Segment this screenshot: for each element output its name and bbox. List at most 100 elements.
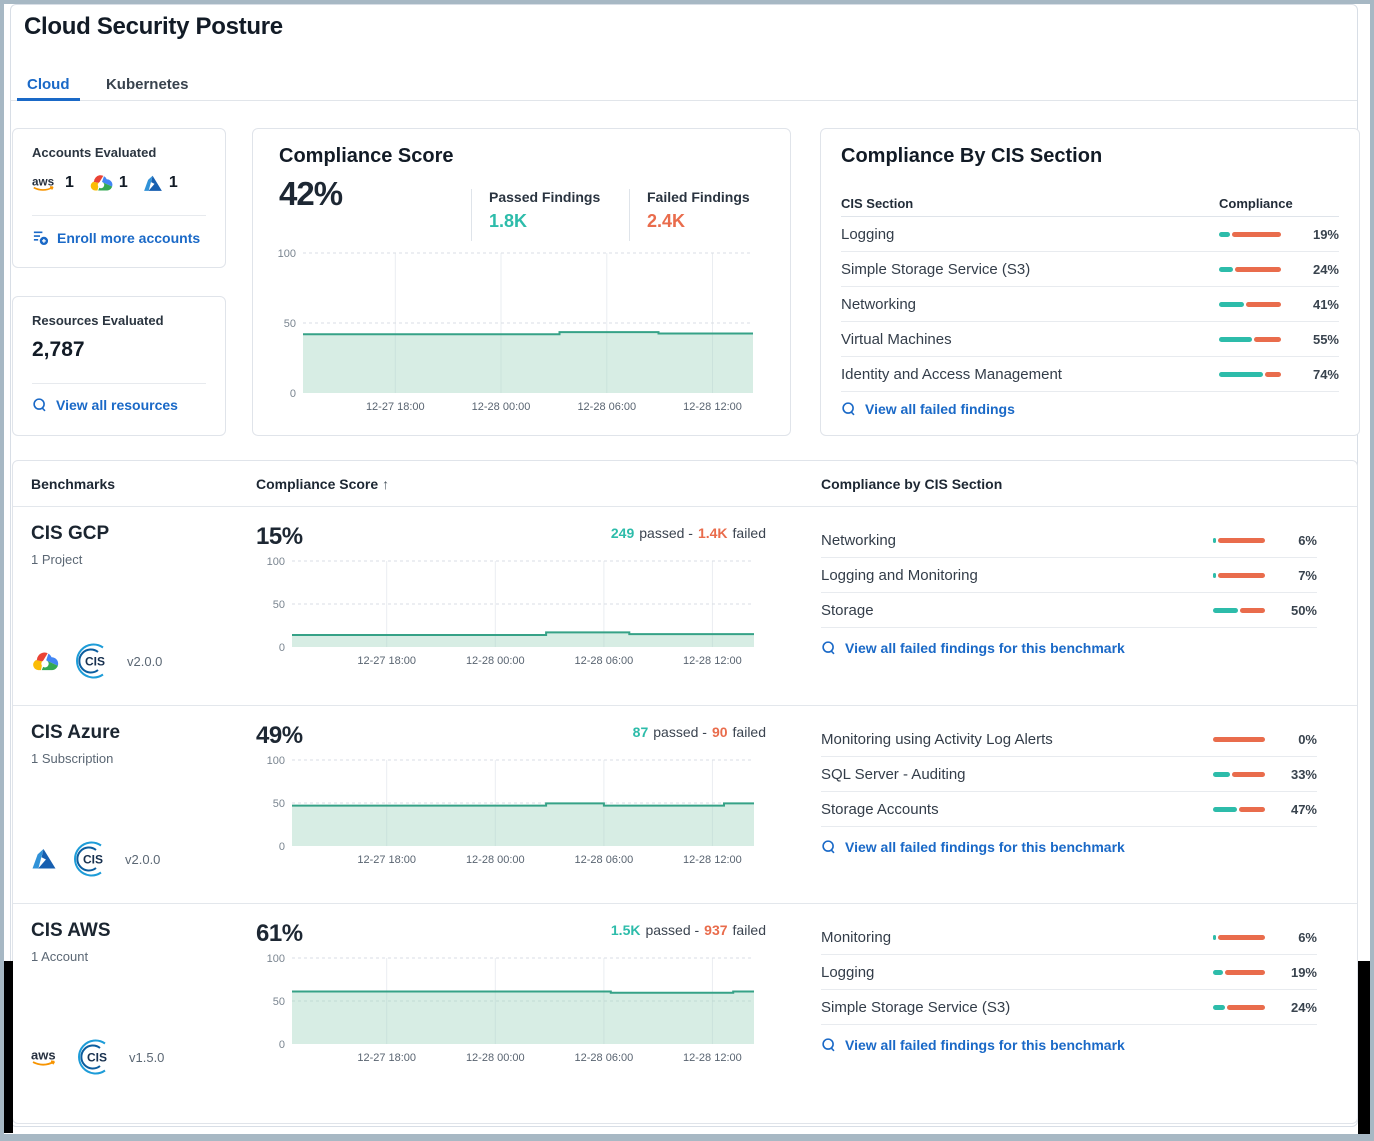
enroll-more-accounts-link[interactable]: Enroll more accounts: [32, 229, 200, 246]
view-all-failed-findings-link[interactable]: View all failed findings: [841, 401, 1015, 417]
page-title: Cloud Security Posture: [24, 13, 283, 40]
window-frame-right: [1370, 0, 1374, 1141]
bar-failed-segment: [1224, 969, 1265, 975]
svg-text:100: 100: [267, 755, 285, 767]
bar-failed-segment: [1235, 266, 1281, 272]
benchmark-brand-row: CIS v2.0.0: [31, 641, 162, 681]
benchmark-section-rows: Monitoring using Activity Log Alerts 0% …: [821, 722, 1317, 827]
svg-text:0: 0: [290, 388, 296, 400]
cis-section-card-title: Compliance By CIS Section: [841, 145, 1103, 167]
passed-word: passed -: [639, 525, 693, 541]
bar-passed-segment: [1219, 371, 1264, 377]
tab-cloud[interactable]: Cloud: [17, 67, 80, 101]
cis-azure-trend-chart: 0 50 100 12-27 18:00 12-28 00:00 12-28 06:00 1…: [256, 754, 766, 870]
cis-section-row: Logging 19%: [841, 217, 1339, 252]
passed-findings-value: 1.8K: [489, 211, 528, 231]
section-label: Simple Storage Service (S3): [821, 998, 1011, 1016]
compliance-column-header: Compliance: [1219, 196, 1293, 211]
bar-passed-segment: [1219, 336, 1252, 342]
svg-text:12-28 00:00: 12-28 00:00: [466, 1052, 525, 1064]
benchmark-brand-row: aws CIS v1.5.0: [31, 1037, 164, 1077]
passed-word: passed -: [645, 922, 700, 938]
section-label: SQL Server - Auditing: [821, 765, 966, 783]
svg-text:50: 50: [284, 318, 296, 330]
svg-text:12-28 06:00: 12-28 06:00: [577, 401, 636, 413]
passed-failed-summary: 249 passed - 1.4K failed: [611, 525, 766, 541]
passed-word: passed -: [653, 724, 707, 740]
cis-section-row: Virtual Machines 55%: [841, 322, 1339, 357]
svg-text:12-27 18:00: 12-27 18:00: [357, 1052, 416, 1064]
svg-text:12-28 12:00: 12-28 12:00: [683, 1052, 742, 1064]
section-percent: 6%: [1298, 532, 1317, 548]
benchmark-version: v1.5.0: [129, 1049, 165, 1065]
svg-text:100: 100: [267, 556, 285, 568]
compliance-percent: 74%: [1312, 366, 1339, 382]
bar-failed-segment: [1232, 231, 1281, 237]
view-failed-findings-benchmark-label: View all failed findings for this benchm…: [845, 1037, 1125, 1053]
view-failed-findings-benchmark-link[interactable]: View all failed findings for this benchm…: [821, 640, 1317, 656]
section-label: Storage: [821, 601, 874, 619]
main-panel: Cloud Security Posture Cloud Kubernetes …: [10, 4, 1360, 1127]
view-failed-findings-benchmark-label: View all failed findings for this benchm…: [845, 640, 1125, 656]
compliance-score-value: 42%: [279, 175, 343, 212]
section-label: Logging: [821, 963, 875, 981]
benchmark-scope: 1 Account: [31, 949, 89, 964]
benchmark-row-cis-azure: CIS Azure 1 Subscription: [13, 705, 1357, 903]
failed-count: 1.4K: [697, 525, 728, 541]
compliance-score-card: Compliance Score 42% Passed Findings 1.8…: [252, 128, 791, 436]
gcp-count-value: 1: [118, 174, 128, 191]
letterbox-right: [1358, 961, 1371, 1135]
aws-icon: aws: [31, 1048, 61, 1067]
cis-section-row: Identity and Access Management 74%: [841, 357, 1339, 392]
bar-failed-segment: [1227, 1004, 1265, 1010]
cis-section-label: Virtual Machines: [841, 330, 952, 348]
failed-findings-label: Failed Findings: [647, 189, 750, 205]
google-cloud-icon: [31, 650, 59, 673]
passed-failed-summary: 1.5K passed - 937 failed: [611, 922, 766, 938]
cis-gcp-trend-chart: 0 50 100 12-27 18:00 12-28 00:00 12-28 06:00 1…: [256, 555, 766, 671]
bar-failed-segment: [1245, 301, 1281, 307]
bar-failed-segment: [1231, 771, 1265, 777]
benchmarks-table-header: Benchmarks Compliance Score ↑ Compliance …: [13, 461, 1357, 507]
compliance-bar: [1213, 607, 1265, 613]
magnifier-icon: [841, 401, 857, 417]
cis-logo-icon: CIS: [73, 641, 113, 681]
view-all-resources-link[interactable]: View all resources: [32, 397, 178, 413]
svg-text:CIS: CIS: [87, 1051, 107, 1065]
window-frame-left: [0, 0, 4, 1141]
cis-section-row: Simple Storage Service (S3) 24%: [841, 252, 1339, 287]
benchmark-section-row: Storage 50%: [821, 593, 1317, 628]
svg-text:CIS: CIS: [85, 655, 105, 669]
benchmark-section-row: SQL Server - Auditing 33%: [821, 757, 1317, 792]
compliance-bar: [1213, 934, 1265, 940]
failed-word: failed: [732, 724, 766, 740]
passed-count: 1.5K: [610, 922, 641, 938]
resources-evaluated-title: Resources Evaluated: [32, 313, 164, 328]
benchmark-info: CIS Azure 1 Subscription: [31, 722, 256, 889]
benchmark-score: 61%: [256, 920, 303, 947]
svg-text:50: 50: [273, 996, 285, 1008]
svg-text:12-28 00:00: 12-28 00:00: [466, 854, 525, 866]
view-failed-findings-benchmark-link[interactable]: View all failed findings for this benchm…: [821, 839, 1317, 855]
benchmark-name: CIS AWS: [31, 920, 111, 941]
benchmark-section-row: Monitoring 6%: [821, 920, 1317, 955]
view-failed-findings-benchmark-link[interactable]: View all failed findings for this benchm…: [821, 1037, 1317, 1053]
failed-count: 937: [704, 922, 728, 938]
svg-text:50: 50: [273, 599, 285, 611]
tab-kubernetes[interactable]: Kubernetes: [105, 75, 189, 93]
cis-table-header: CIS Section Compliance: [841, 191, 1339, 217]
svg-text:12-27 18:00: 12-27 18:00: [357, 655, 416, 667]
benchmark-section-row: Logging 19%: [821, 955, 1317, 990]
cis-section-label: Logging: [841, 225, 895, 243]
compliance-bar: [1219, 371, 1281, 377]
bar-failed-segment: [1217, 934, 1265, 940]
benchmark-info: CIS AWS 1 Account aws: [31, 920, 256, 1087]
benchmark-version: v2.0.0: [127, 653, 163, 669]
benchmark-scope: 1 Project: [31, 552, 83, 567]
bar-failed-segment: [1254, 336, 1281, 342]
cis-section-row: Networking 41%: [841, 287, 1339, 322]
aws-account-count: aws 1: [32, 174, 74, 192]
compliance-bar: [1219, 336, 1281, 342]
compliance-score-column-header[interactable]: Compliance Score ↑: [256, 476, 811, 492]
svg-text:12-28 06:00: 12-28 06:00: [575, 1052, 634, 1064]
